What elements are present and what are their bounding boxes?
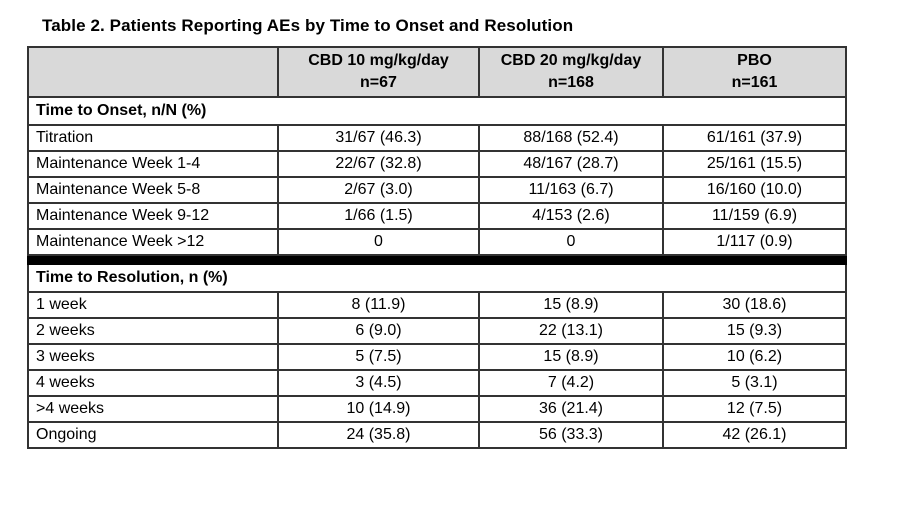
section-divider <box>27 254 847 265</box>
cell-cbd10: 3 (4.5) <box>277 369 480 397</box>
table-row-4weeks: 4 weeks 3 (4.5) 7 (4.2) 5 (3.1) <box>27 369 847 397</box>
row-label: 1 week <box>27 291 279 319</box>
cell-pbo: 61/161 (37.9) <box>662 124 847 152</box>
cell-cbd10: 2/67 (3.0) <box>277 176 480 204</box>
header-cell-pbo: PBO n=161 <box>662 46 847 98</box>
cell-cbd10: 0 <box>277 228 480 256</box>
row-label: Maintenance Week 1-4 <box>27 150 279 178</box>
header-row: CBD 10 mg/kg/day n=67 CBD 20 mg/kg/day n… <box>27 46 847 98</box>
divider-bar <box>27 254 847 265</box>
cell-cbd10: 31/67 (46.3) <box>277 124 480 152</box>
column-title: CBD 20 mg/kg/day <box>500 52 642 70</box>
column-n: n=67 <box>360 74 397 91</box>
row-label: Ongoing <box>27 421 279 449</box>
row-label: 2 weeks <box>27 317 279 345</box>
column-title: PBO <box>737 52 772 70</box>
cell-cbd20: 48/167 (28.7) <box>478 150 664 178</box>
cell-pbo: 16/160 (10.0) <box>662 176 847 204</box>
table-row-maint-gt12: Maintenance Week >12 0 0 1/117 (0.9) <box>27 228 847 256</box>
cell-cbd10: 8 (11.9) <box>277 291 480 319</box>
ae-table: CBD 10 mg/kg/day n=67 CBD 20 mg/kg/day n… <box>27 46 847 449</box>
row-label: >4 weeks <box>27 395 279 423</box>
column-n: n=168 <box>548 74 594 91</box>
section-row-onset: Time to Onset, n/N (%) <box>27 96 847 126</box>
cell-cbd20: 15 (8.9) <box>478 343 664 371</box>
cell-cbd20: 56 (33.3) <box>478 421 664 449</box>
column-n: n=161 <box>731 74 778 91</box>
row-label: Maintenance Week >12 <box>27 228 279 256</box>
column-title: CBD 10 mg/kg/day <box>308 52 449 70</box>
table-title: Table 2. Patients Reporting AEs by Time … <box>42 16 574 35</box>
cell-cbd20: 88/168 (52.4) <box>478 124 664 152</box>
cell-cbd10: 10 (14.9) <box>277 395 480 423</box>
table-row-ongoing: Ongoing 24 (35.8) 56 (33.3) 42 (26.1) <box>27 421 847 449</box>
cell-cbd10: 6 (9.0) <box>277 317 480 345</box>
cell-pbo: 12 (7.5) <box>662 395 847 423</box>
cell-cbd10: 22/67 (32.8) <box>277 150 480 178</box>
row-label: 3 weeks <box>27 343 279 371</box>
cell-cbd20: 4/153 (2.6) <box>478 202 664 230</box>
cell-pbo: 25/161 (15.5) <box>662 150 847 178</box>
section-header: Time to Resolution, n (%) <box>27 263 847 293</box>
cell-cbd20: 36 (21.4) <box>478 395 664 423</box>
cell-cbd10: 24 (35.8) <box>277 421 480 449</box>
cell-pbo: 30 (18.6) <box>662 291 847 319</box>
row-label: Titration <box>27 124 279 152</box>
table-row-maint-9-12: Maintenance Week 9-12 1/66 (1.5) 4/153 (… <box>27 202 847 230</box>
row-label: Maintenance Week 9-12 <box>27 202 279 230</box>
table-row-1week: 1 week 8 (11.9) 15 (8.9) 30 (18.6) <box>27 291 847 319</box>
cell-pbo: 10 (6.2) <box>662 343 847 371</box>
cell-pbo: 11/159 (6.9) <box>662 202 847 230</box>
table-row-maint-5-8: Maintenance Week 5-8 2/67 (3.0) 11/163 (… <box>27 176 847 204</box>
header-cell-cbd10: CBD 10 mg/kg/day n=67 <box>277 46 480 98</box>
row-label: 4 weeks <box>27 369 279 397</box>
section-row-resolution: Time to Resolution, n (%) <box>27 263 847 293</box>
table-row-gt4weeks: >4 weeks 10 (14.9) 36 (21.4) 12 (7.5) <box>27 395 847 423</box>
table-row-titration: Titration 31/67 (46.3) 88/168 (52.4) 61/… <box>27 124 847 152</box>
cell-pbo: 42 (26.1) <box>662 421 847 449</box>
cell-cbd20: 7 (4.2) <box>478 369 664 397</box>
cell-cbd20: 0 <box>478 228 664 256</box>
cell-pbo: 5 (3.1) <box>662 369 847 397</box>
header-cell-cbd20: CBD 20 mg/kg/day n=168 <box>478 46 664 98</box>
row-label: Maintenance Week 5-8 <box>27 176 279 204</box>
cell-cbd10: 1/66 (1.5) <box>277 202 480 230</box>
table-row-2weeks: 2 weeks 6 (9.0) 22 (13.1) 15 (9.3) <box>27 317 847 345</box>
header-cell-empty <box>27 46 279 98</box>
table-row-3weeks: 3 weeks 5 (7.5) 15 (8.9) 10 (6.2) <box>27 343 847 371</box>
section-header: Time to Onset, n/N (%) <box>27 96 847 126</box>
cell-cbd20: 15 (8.9) <box>478 291 664 319</box>
cell-cbd10: 5 (7.5) <box>277 343 480 371</box>
cell-pbo: 15 (9.3) <box>662 317 847 345</box>
cell-cbd20: 22 (13.1) <box>478 317 664 345</box>
cell-pbo: 1/117 (0.9) <box>662 228 847 256</box>
cell-cbd20: 11/163 (6.7) <box>478 176 664 204</box>
table-row-maint-1-4: Maintenance Week 1-4 22/67 (32.8) 48/167… <box>27 150 847 178</box>
